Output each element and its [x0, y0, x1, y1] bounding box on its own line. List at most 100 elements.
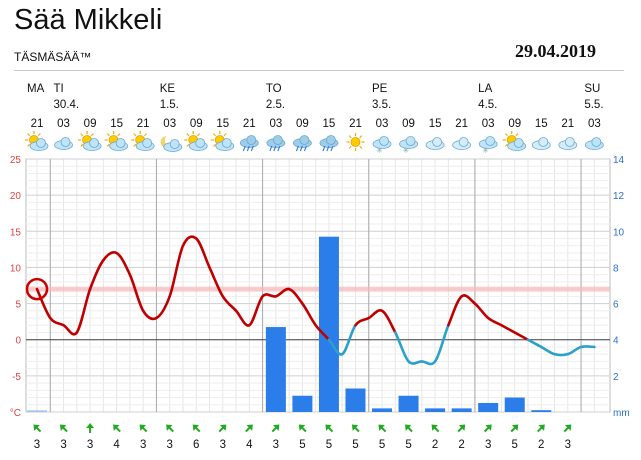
sunny-icon-ray: [359, 145, 363, 149]
partly-sunny-icon-cloud-puff: [89, 138, 99, 148]
wind-speed-label: 3: [565, 439, 571, 451]
precipitation-bar: [27, 410, 47, 412]
temp-axis-tick: °C: [10, 408, 21, 419]
wind-speed-label: 5: [326, 439, 332, 451]
partly-sunny-icon-cloud-puff: [195, 138, 206, 148]
wind-arrow-shape: [325, 424, 334, 433]
hour-label: 21: [455, 118, 468, 130]
temperature-line-segment: [447, 295, 463, 327]
wind-speed-label: 4: [113, 439, 120, 451]
partly-sunny-icon-ray: [117, 133, 121, 137]
rain-icon-drop: [295, 145, 299, 152]
wind-arrow-icon: [192, 424, 201, 433]
rain-icon-drop: [303, 145, 307, 152]
temperature-line-segment: [208, 266, 225, 298]
day-label: KE: [160, 83, 176, 95]
precip-axis-tick: 2: [613, 372, 619, 383]
day-date: 1.5.: [160, 99, 179, 111]
partly-sunny-icon-ray: [143, 133, 147, 137]
wind-arrow-icon: [245, 424, 253, 433]
wind-arrow-icon: [60, 424, 68, 433]
wind-arrow-shape: [510, 424, 519, 433]
temperature-line-segment: [473, 302, 490, 320]
partly-sunny-icon-ray: [186, 133, 190, 137]
temp-axis-tick: -5: [12, 372, 21, 383]
partly-sunny-icon-cloud-puff: [513, 138, 524, 148]
temp-axis-tick: 25: [10, 155, 22, 166]
wind-arrow-icon: [298, 424, 307, 433]
partly-sunny-icon-cloud-puff: [142, 138, 153, 148]
temperature-line-segment: [393, 331, 410, 363]
thunder-rain-icon-cloud-puff: [246, 135, 257, 145]
sunny-icon-sun: [350, 137, 361, 147]
wind-arrow-icon: [271, 424, 280, 433]
precipitation-bar: [425, 408, 446, 412]
wind-speed-label: 2: [538, 439, 544, 451]
wind-arrow-icon: [378, 424, 387, 433]
wind-arrow-icon: [325, 424, 334, 433]
hour-label: 21: [243, 118, 256, 130]
hour-label: 03: [269, 118, 282, 130]
wind-arrow-icon: [457, 424, 466, 433]
hour-label: 03: [376, 118, 389, 130]
thunder-rain-icon-drop: [273, 145, 277, 152]
hour-label: 09: [296, 118, 309, 130]
hour-label: 03: [163, 118, 176, 130]
wind-arrow-shape: [166, 424, 174, 433]
temperature-line-segment: [155, 295, 171, 320]
wind-speed-label: 3: [87, 439, 93, 451]
wind-arrow-shape: [33, 424, 42, 433]
precip-axis-tick: 14: [613, 155, 625, 166]
partly-cloudy-icon-cloud-puff: [591, 137, 602, 147]
precipitation-bar: [292, 395, 313, 412]
night-moon-icon-cloud-puff: [169, 139, 180, 149]
hour-label: 15: [535, 118, 548, 130]
day-label: PE: [372, 83, 388, 95]
partly-sunny-icon-ray: [504, 133, 508, 137]
wind-arrow-icon: [166, 424, 174, 433]
wind-speed-label: 3: [220, 439, 226, 451]
wind-arrow-icon: [483, 424, 492, 433]
precipitation-bar: [531, 410, 552, 412]
day-date: 3.5.: [372, 99, 391, 111]
wind-speed-label: 3: [166, 439, 172, 451]
wind-arrow-icon: [33, 424, 42, 433]
wind-speed-label: 5: [405, 439, 411, 451]
wind-arrow-shape: [351, 424, 360, 433]
brand-label: TÄSMÄSÄÄ™: [14, 50, 92, 64]
wind-arrow-shape: [298, 424, 307, 433]
wind-arrow-shape: [563, 424, 572, 433]
snow-icon-cloud-puff: [485, 136, 496, 146]
thunder-rain-icon-drop: [277, 145, 281, 152]
partly-sunny-icon-ray: [80, 143, 84, 147]
cloudy-icon-cloud-puff: [458, 137, 469, 147]
temp-axis-tick: 15: [10, 227, 22, 238]
wind-arrow-icon: [139, 424, 148, 433]
sunny-icon-ray: [348, 135, 352, 139]
wind-arrow-icon: [431, 424, 440, 433]
wind-speed-label: 6: [193, 439, 199, 451]
thunder-rain-icon-drop: [242, 145, 246, 152]
temperature-line-segment: [62, 323, 79, 336]
snow-icon-cloud-puff: [405, 136, 416, 146]
precip-axis-tick: 8: [613, 263, 619, 274]
wind-speed-label: 5: [512, 439, 518, 451]
day-label: LA: [478, 83, 492, 95]
wind-arrow-icon: [510, 424, 519, 433]
hour-label: 15: [429, 118, 442, 130]
precipitation-bar: [345, 388, 366, 412]
temperature-line-segment: [221, 295, 238, 313]
precipitation-bar: [318, 236, 339, 412]
header-divider: [14, 70, 624, 71]
sunny-icon-ray: [348, 145, 352, 149]
partly-sunny-icon-ray: [197, 133, 201, 137]
partly-sunny-icon-ray: [27, 143, 31, 147]
wind-arrow-icon: [405, 424, 413, 433]
temperature-line-segment: [380, 309, 397, 334]
wind-speed-label: 3: [273, 439, 279, 451]
wind-arrow-shape: [271, 424, 280, 433]
precipitation-bar: [504, 397, 525, 412]
partly-sunny-icon-cloud-puff: [221, 138, 232, 148]
wind-speed-label: 2: [432, 439, 438, 451]
